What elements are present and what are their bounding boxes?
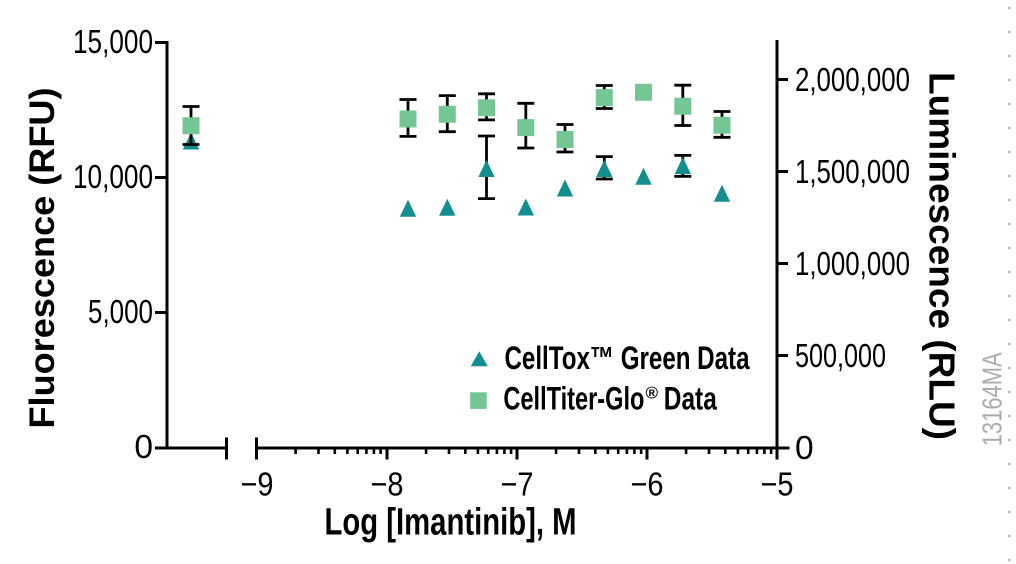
svg-text:5,000: 5,000 [88, 294, 153, 331]
svg-text:Luminescence (RLU): Luminescence (RLU) [922, 72, 963, 440]
svg-text:10,000: 10,000 [73, 159, 153, 196]
svg-text:Fluorescence (RFU): Fluorescence (RFU) [23, 88, 62, 429]
svg-text:0: 0 [134, 429, 153, 466]
svg-text:0: 0 [795, 430, 814, 467]
svg-text:15,000: 15,000 [73, 24, 153, 61]
svg-text:−9: −9 [241, 467, 274, 504]
svg-text:CellTox™ Green Data: CellTox™ Green Data [505, 340, 750, 376]
svg-text:1,500,000: 1,500,000 [795, 154, 910, 191]
svg-text:−8: −8 [371, 467, 404, 504]
svg-text:®: ® [646, 384, 659, 403]
svg-text:13164MA: 13164MA [976, 352, 1007, 446]
svg-text:−7: −7 [501, 467, 534, 504]
svg-text:Data: Data [664, 381, 717, 417]
svg-text:−5: −5 [761, 467, 794, 504]
svg-text:−6: −6 [631, 467, 664, 504]
svg-text:2,000,000: 2,000,000 [795, 62, 910, 99]
svg-text:Log [Imantinib], M: Log [Imantinib], M [325, 502, 577, 544]
svg-text:1,000,000: 1,000,000 [795, 246, 910, 283]
svg-text:500,000: 500,000 [795, 338, 886, 375]
svg-text:CellTiter-Glo: CellTiter-Glo [503, 381, 644, 417]
